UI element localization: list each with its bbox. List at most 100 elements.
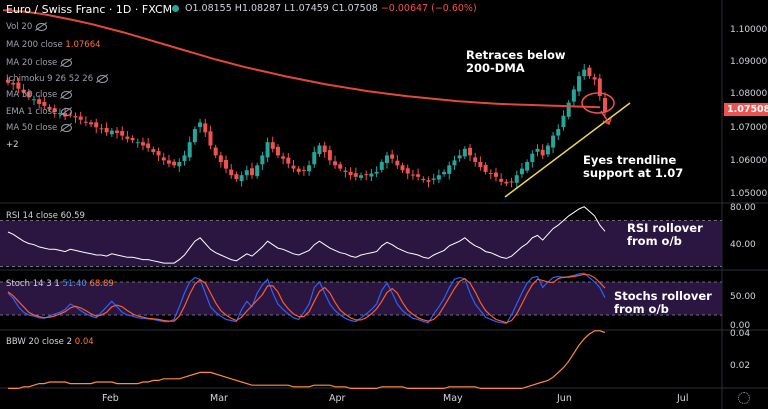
rsi-title[interactable]: RSI 14 close 60.59 bbox=[6, 211, 85, 221]
candle-body bbox=[431, 178, 436, 180]
hidden-eye-icon[interactable] bbox=[61, 107, 73, 116]
indicator-ma50-b[interactable]: MA 50 close bbox=[6, 123, 73, 133]
last-price-tag: 1.07508 bbox=[724, 103, 768, 116]
candle-body bbox=[89, 122, 94, 125]
indicator-ma50[interactable]: MA 50 close bbox=[6, 90, 73, 100]
hidden-eye-icon[interactable] bbox=[97, 74, 109, 83]
candle-body bbox=[125, 136, 130, 139]
candle-body bbox=[317, 145, 322, 155]
candle-body bbox=[21, 89, 26, 93]
rsi-line bbox=[7, 206, 606, 264]
market-status-icon bbox=[172, 5, 179, 12]
candle-body bbox=[234, 174, 239, 180]
candle-body bbox=[416, 174, 421, 177]
more-indicators[interactable]: +2 bbox=[6, 140, 19, 150]
arrow-shaft bbox=[600, 110, 610, 124]
candle-body bbox=[561, 115, 566, 128]
candle-body bbox=[545, 145, 550, 155]
candle-body bbox=[172, 161, 177, 166]
candle-body bbox=[540, 149, 545, 156]
time-tick: Apr bbox=[329, 393, 346, 404]
candle-body bbox=[348, 171, 353, 176]
candle-body bbox=[395, 160, 400, 166]
candle-body bbox=[488, 172, 493, 174]
candle-body bbox=[493, 172, 498, 177]
candle-body bbox=[260, 155, 265, 165]
hidden-eye-icon[interactable] bbox=[61, 58, 73, 67]
symbol-title[interactable]: Euro / Swiss Franc · 1D · FXCM bbox=[6, 3, 173, 16]
candle-body bbox=[229, 169, 234, 176]
settings-gear-icon[interactable] bbox=[738, 392, 750, 404]
candle-body bbox=[166, 160, 171, 164]
candle-body bbox=[530, 153, 535, 162]
candle-body bbox=[333, 161, 338, 166]
candle-body bbox=[182, 155, 187, 162]
rsi-tick: 40.00 bbox=[730, 240, 756, 250]
candle-body bbox=[603, 97, 607, 113]
hidden-eye-icon[interactable] bbox=[36, 22, 48, 31]
candle-body bbox=[11, 82, 16, 85]
candle-body bbox=[130, 137, 135, 141]
candle-body bbox=[135, 142, 140, 144]
candle-body bbox=[327, 150, 332, 161]
candle-body bbox=[192, 129, 197, 143]
candle-body bbox=[224, 160, 229, 169]
candle-body bbox=[301, 169, 306, 171]
candle-body bbox=[338, 164, 343, 169]
time-tick: Jun bbox=[557, 393, 572, 404]
candle-body bbox=[535, 148, 540, 152]
candle-body bbox=[68, 114, 73, 116]
annotation-stoch: Stochs rollover from o/b bbox=[614, 289, 712, 316]
indicator-vol[interactable]: Vol 20 bbox=[6, 22, 48, 32]
close-value: C1.07508 bbox=[331, 3, 378, 14]
candle-body bbox=[16, 82, 21, 89]
bbw-tick: 0.02 bbox=[730, 361, 751, 371]
indicator-ema1[interactable]: EMA 1 close bbox=[6, 107, 73, 117]
rsi-tick: 80.00 bbox=[730, 203, 756, 213]
candle-body bbox=[566, 102, 571, 117]
candle-body bbox=[296, 168, 301, 172]
hidden-eye-icon[interactable] bbox=[61, 90, 73, 99]
candle-body bbox=[120, 130, 125, 136]
time-tick: May bbox=[443, 393, 463, 404]
candle-body bbox=[405, 168, 410, 174]
indicator-ma200[interactable]: MA 200 close 1.07664 bbox=[6, 40, 101, 50]
indicator-ichimoku[interactable]: Ichimoku 9 26 52 26 bbox=[6, 74, 109, 84]
candle-body bbox=[218, 155, 223, 162]
time-tick: Mar bbox=[210, 393, 228, 404]
candle-body bbox=[504, 181, 509, 184]
retrace-circle bbox=[581, 92, 615, 114]
time-tick: Jul bbox=[677, 393, 689, 404]
price-tick: 1.05000 bbox=[730, 189, 768, 199]
indicator-ma20[interactable]: MA 20 close bbox=[6, 58, 73, 68]
stoch-d-line bbox=[7, 273, 606, 324]
candle-body bbox=[6, 80, 10, 83]
ohlc-readout: O1.08155 H1.08287 L1.07459 C1.07508 −0.0… bbox=[168, 3, 477, 14]
time-tick: Feb bbox=[102, 393, 119, 404]
hidden-eye-icon[interactable] bbox=[61, 123, 73, 132]
candle-body bbox=[478, 162, 483, 167]
candle-body bbox=[436, 175, 441, 180]
annotation-trendline: Eyes trendline support at 1.07 bbox=[583, 153, 684, 180]
candle-body bbox=[369, 173, 374, 177]
price-tick: 1.08000 bbox=[730, 89, 768, 99]
candle-body bbox=[203, 123, 208, 133]
candle-body bbox=[322, 145, 327, 153]
stoch-title[interactable]: Stoch 14 3 1 51.40 68.89 bbox=[6, 279, 114, 289]
bbw-title[interactable]: BBW 20 close 2 0.04 bbox=[6, 337, 94, 347]
candle-body bbox=[312, 152, 317, 165]
candle-body bbox=[390, 154, 395, 159]
candle-body bbox=[249, 168, 254, 176]
candle-body bbox=[384, 155, 389, 163]
candle-body bbox=[151, 149, 156, 153]
candle-body bbox=[379, 162, 384, 170]
candle-body bbox=[146, 143, 151, 149]
bbw-line bbox=[8, 330, 606, 389]
candle-body bbox=[577, 76, 582, 92]
candle-body bbox=[244, 170, 249, 176]
candle-body bbox=[78, 116, 83, 120]
candle-body bbox=[239, 175, 244, 182]
candle-body bbox=[556, 129, 561, 136]
candle-body bbox=[104, 128, 109, 133]
